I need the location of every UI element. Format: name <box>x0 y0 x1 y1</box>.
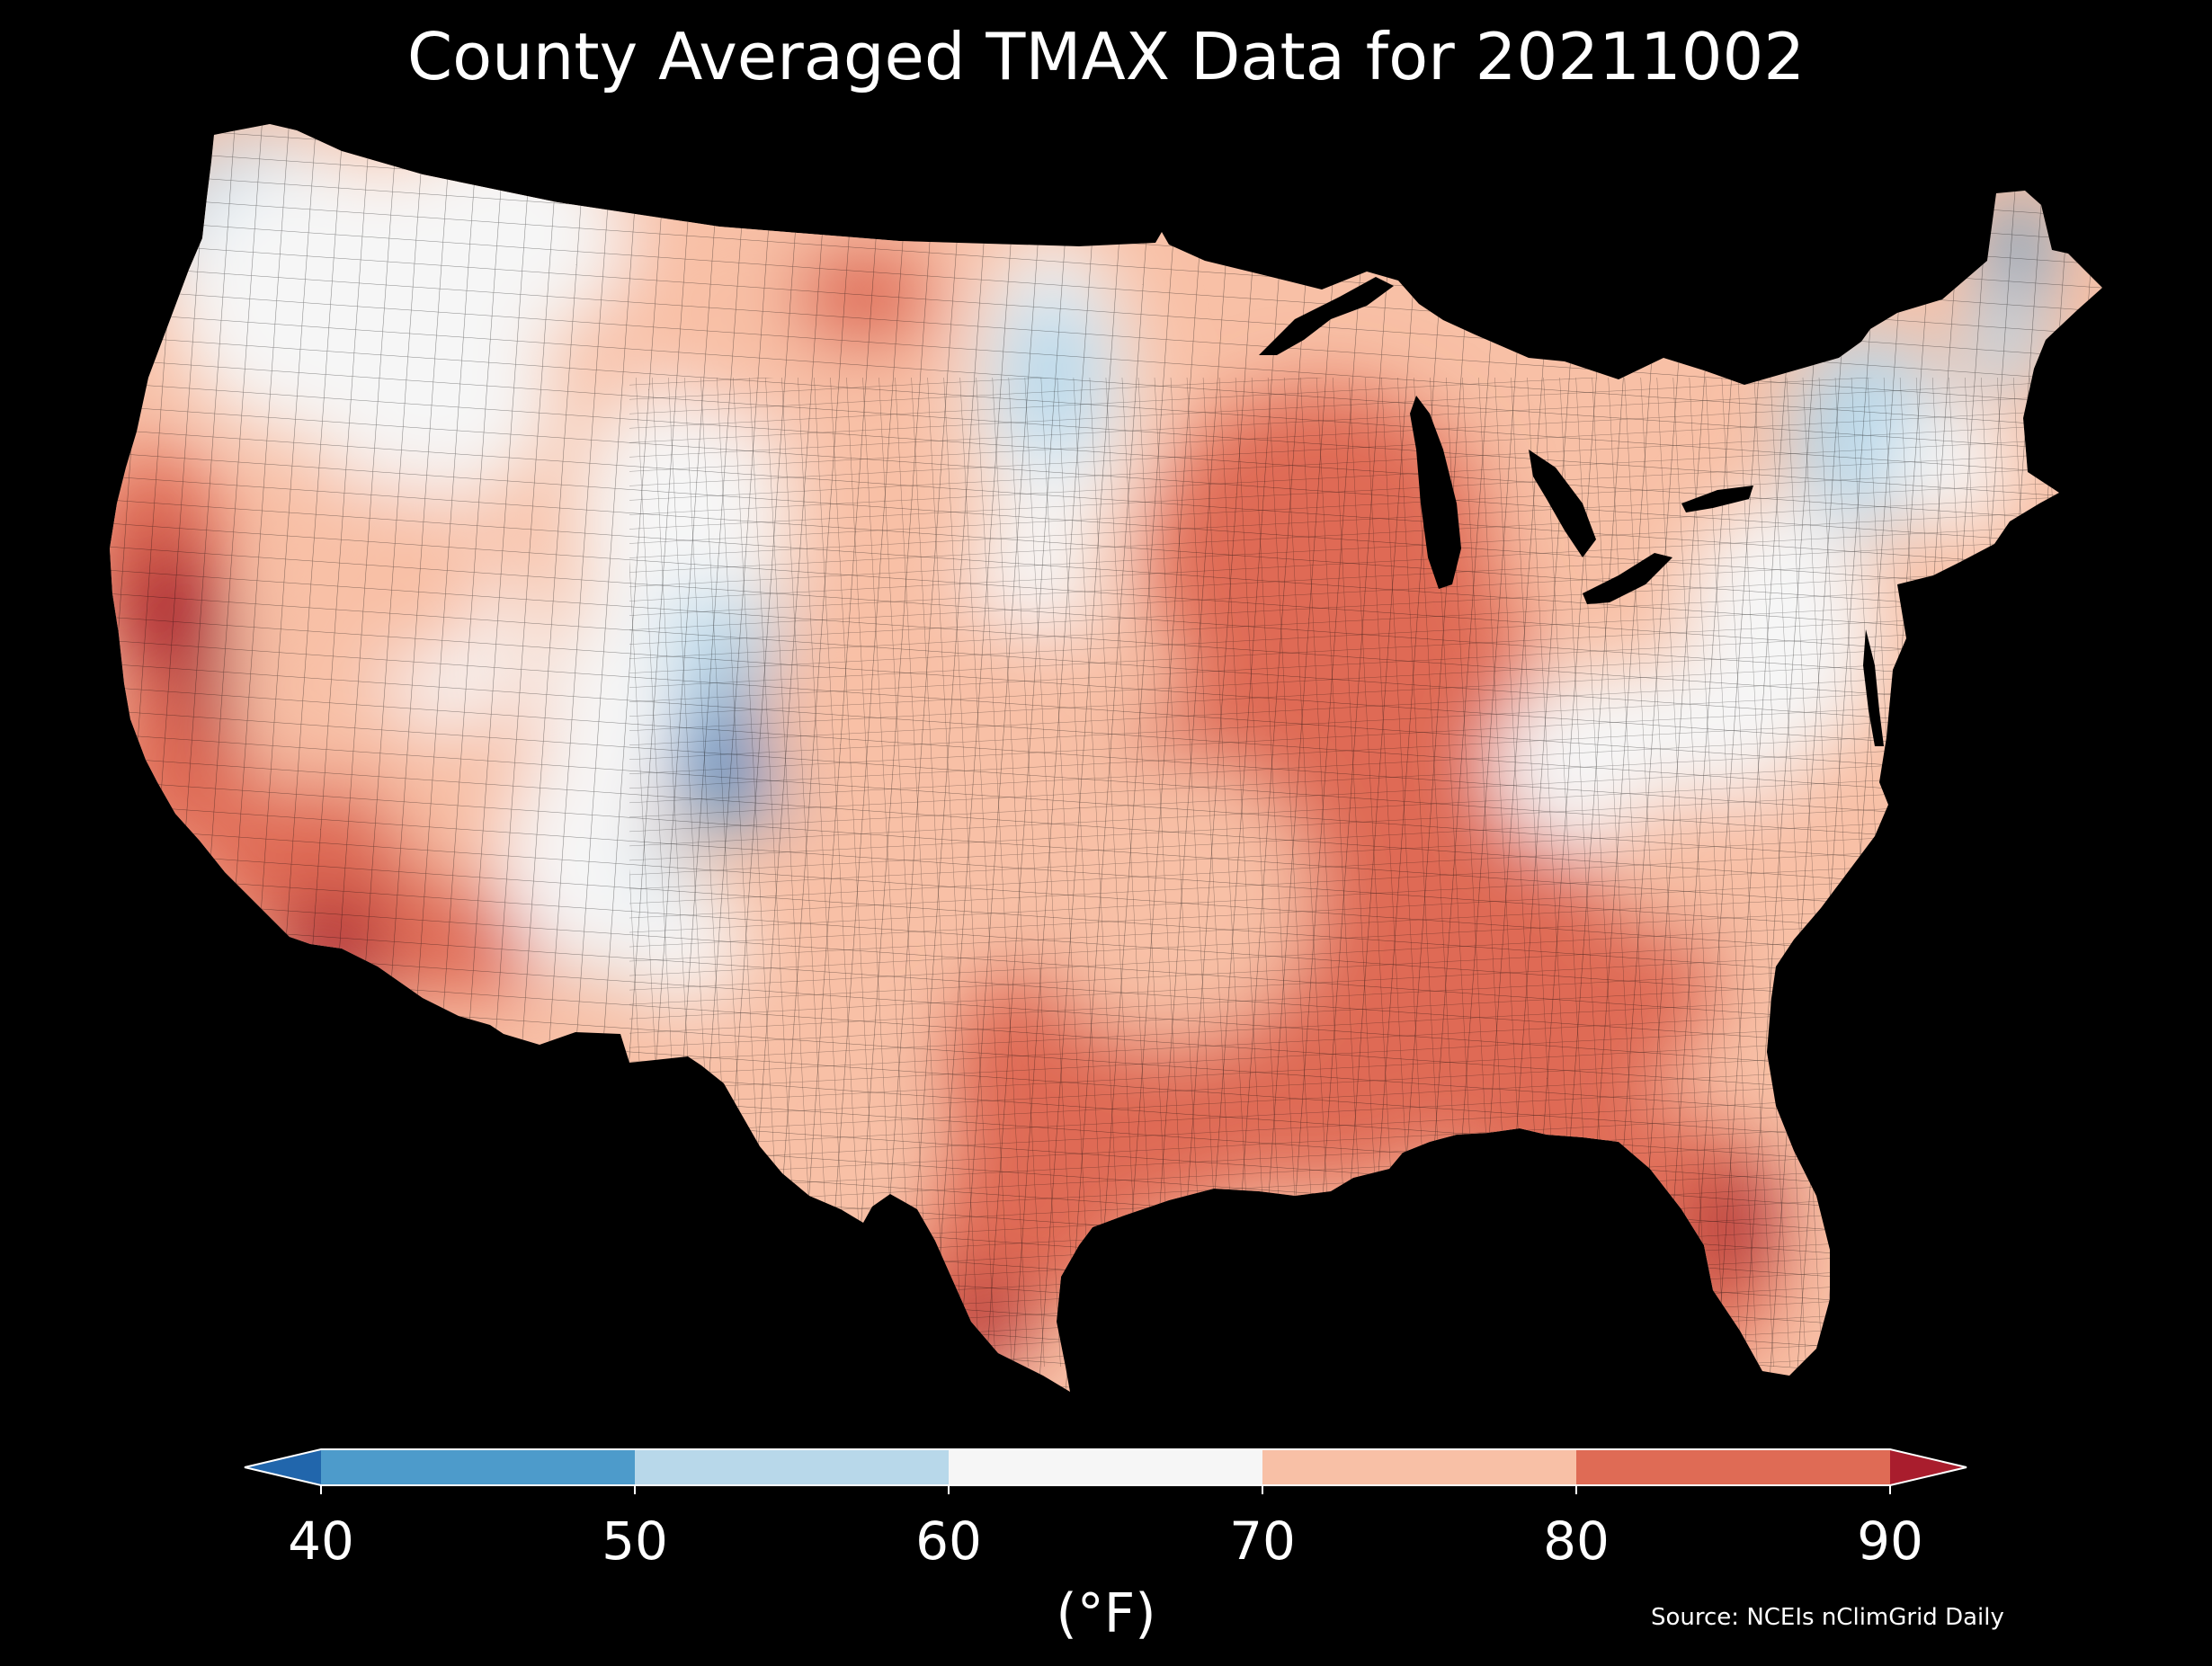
colorbar-over-arrow <box>1890 1449 1967 1485</box>
colorbar-bin <box>1262 1449 1576 1485</box>
lake-superior <box>1259 277 1394 355</box>
colorbar <box>244 1448 1967 1494</box>
colorbar-tick-label: 60 <box>915 1510 982 1572</box>
colorbar-unit-label: (°F) <box>1056 1582 1156 1645</box>
chesapeake-bay <box>1863 629 1884 746</box>
colorbar-tick-label: 40 <box>288 1510 354 1572</box>
colorbar-bin <box>635 1449 949 1485</box>
colorbar-tick-label: 50 <box>602 1510 668 1572</box>
colorbar-tick-label: 70 <box>1229 1510 1296 1572</box>
colorbar-under-arrow <box>245 1449 321 1485</box>
lake-michigan <box>1410 396 1461 589</box>
colorbar-tick-label: 90 <box>1857 1510 1923 1572</box>
colorbar-bin <box>949 1449 1262 1485</box>
map-title: County Averaged TMAX Data for 20211002 <box>406 19 1806 94</box>
lake-ontario <box>1681 486 1753 512</box>
county-boundaries-east <box>629 378 2068 1367</box>
colorbar-bin <box>321 1449 635 1485</box>
lake-erie <box>1583 553 1672 604</box>
source-note: Source: NCEIs nClimGrid Daily <box>1651 1604 2004 1631</box>
lake-huron <box>1529 450 1596 557</box>
colorbar-tick-label: 80 <box>1543 1510 1610 1572</box>
colorbar-bin <box>1576 1449 1890 1485</box>
great-lakes <box>1259 277 1884 746</box>
